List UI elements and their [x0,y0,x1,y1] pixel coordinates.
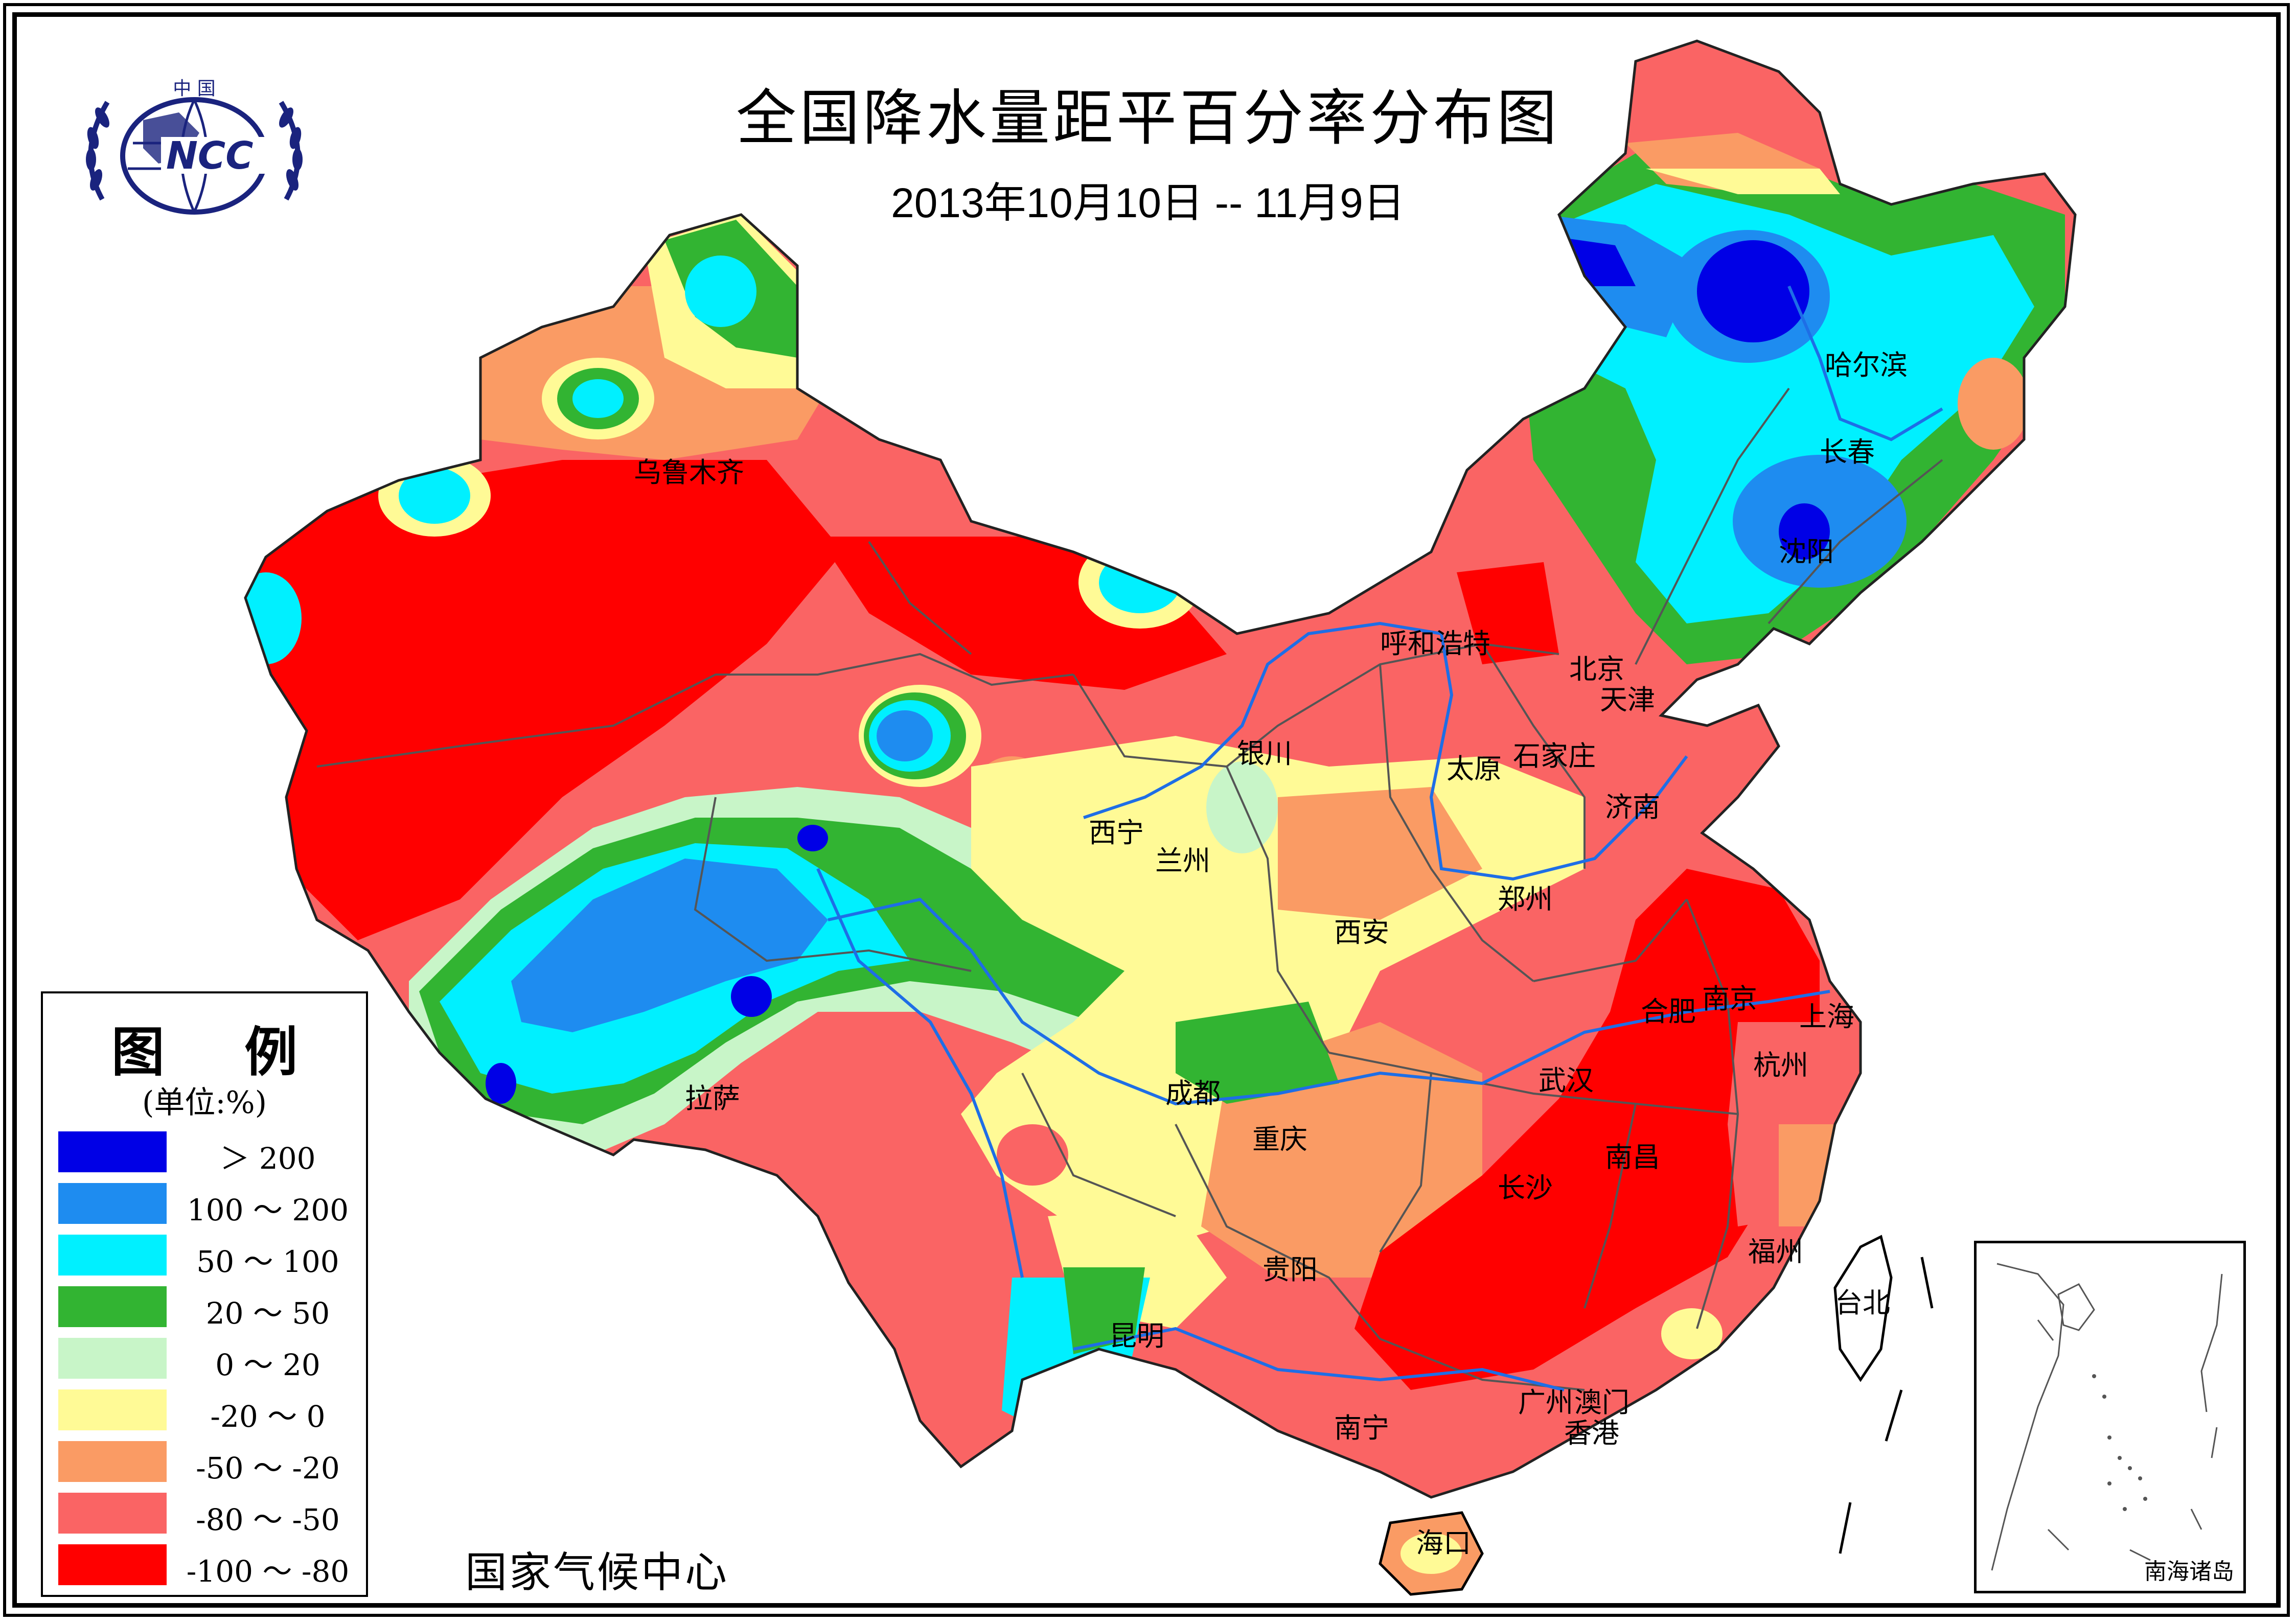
city-label: 沈阳 [1779,536,1834,568]
city-label: 澳门 [1574,1386,1629,1419]
city-label: 长春 [1820,436,1875,468]
city-label: 福州 [1748,1236,1803,1268]
map-subtitle: 2013年10月10日 -- 11月9日 [891,180,1405,226]
legend-swatch [58,1338,167,1379]
boundary-dashes [1839,1257,1934,1554]
logo-top-text: 中 国 [173,78,215,99]
city-label: 成都 [1165,1077,1221,1109]
source-label: 国家气候中心 [465,1548,729,1597]
south-china-sea-inset: 南海诸岛 [1974,1241,2246,1593]
legend-swatch [58,1131,167,1172]
city-label: 郑州 [1498,883,1553,915]
legend-swatch [58,1286,167,1327]
city-label: 西安 [1334,916,1389,948]
legend-title: 图 例 [111,1021,329,1083]
city-label: 太原 [1447,753,1502,785]
inner-frame [12,12,2281,1608]
city-label: 台北 [1835,1287,1890,1319]
city-label: 北京 [1569,653,1624,685]
legend-row: 50 ～ 100 [58,1235,360,1279]
city-label: 石家庄 [1513,740,1596,772]
province-borders [316,387,1943,1391]
city-label: 南京 [1702,983,1757,1015]
legend-label: -50 ～ -20 [196,1451,340,1486]
legend-row: 100 ～ 200 [58,1183,360,1227]
legend-label: 100 ～ 200 [187,1193,349,1227]
inset-label: 南海诸岛 [2144,1559,2234,1585]
legend-row: ＞ 200 [58,1131,360,1176]
city-label: 合肥 [1641,995,1696,1028]
taiwan-outline [1833,1235,1893,1382]
city-label: 银川 [1237,737,1292,770]
legend-label: -80 ～ -50 [196,1502,340,1537]
city-label: 贵阳 [1262,1254,1318,1286]
city-label: 呼和浩特 [1380,628,1490,660]
city-label: 海口 [1416,1527,1471,1559]
city-label: 上海 [1799,1001,1854,1033]
legend-label: 0 ～ 20 [215,1348,320,1382]
legend-swatch [58,1493,167,1534]
city-label: 长沙 [1498,1172,1553,1204]
city-label: 拉萨 [685,1082,740,1115]
city-label: 广州 [1518,1386,1573,1419]
legend-label: ＞ 200 [220,1141,316,1176]
city-label: 昆明 [1109,1320,1164,1352]
map-title: 全国降水量距平百分率分布图 [736,83,1560,153]
logo-main-text: NCC [166,134,254,178]
city-label: 乌鲁木齐 [634,456,744,489]
legend-row: -80 ～ -50 [58,1493,360,1537]
city-label: 济南 [1605,791,1660,823]
inset-map [1991,1263,2223,1571]
legend-unit: (单位:%) [142,1085,267,1121]
legend-swatch [58,1441,167,1482]
legend-row: -20 ～ 0 [58,1389,360,1434]
city-label: 南昌 [1605,1141,1660,1173]
legend-label: -100 ～ -80 [186,1554,350,1589]
legend-swatch [58,1389,167,1430]
legend: 图 例 (单位:%) ＞ 200 100 ～ 200 50 ～ 100 20 ～ 50… [41,991,368,1597]
country-outline [244,39,2077,1499]
city-label: 哈尔滨 [1825,349,1908,381]
legend-row: 0 ～ 20 [58,1338,360,1382]
legend-swatch [58,1544,167,1585]
legend-label: 50 ～ 100 [196,1244,339,1279]
rivers [816,285,1943,1392]
ncc-logo: NCC 中 国 [86,78,303,215]
city-label: 南宁 [1334,1412,1389,1444]
city-label: 香港 [1564,1417,1619,1449]
city-label: 杭州 [1753,1049,1808,1081]
legend-row: -50 ～ -20 [58,1441,360,1486]
outer-frame [3,3,2290,1617]
city-label: 武汉 [1539,1064,1594,1097]
city-label: 西宁 [1089,817,1144,849]
legend-swatch [58,1183,167,1224]
legend-row: 20 ～ 50 [58,1286,360,1331]
city-label: 兰州 [1155,845,1210,877]
legend-swatch [58,1235,167,1276]
hainan-yellow-area [1400,1533,1462,1574]
legend-label: 20 ～ 50 [205,1296,330,1331]
legend-row: -100 ～ -80 [58,1544,360,1589]
city-label: 重庆 [1252,1123,1307,1155]
city-label: 天津 [1600,684,1655,716]
legend-label: -20 ～ 0 [210,1399,326,1434]
